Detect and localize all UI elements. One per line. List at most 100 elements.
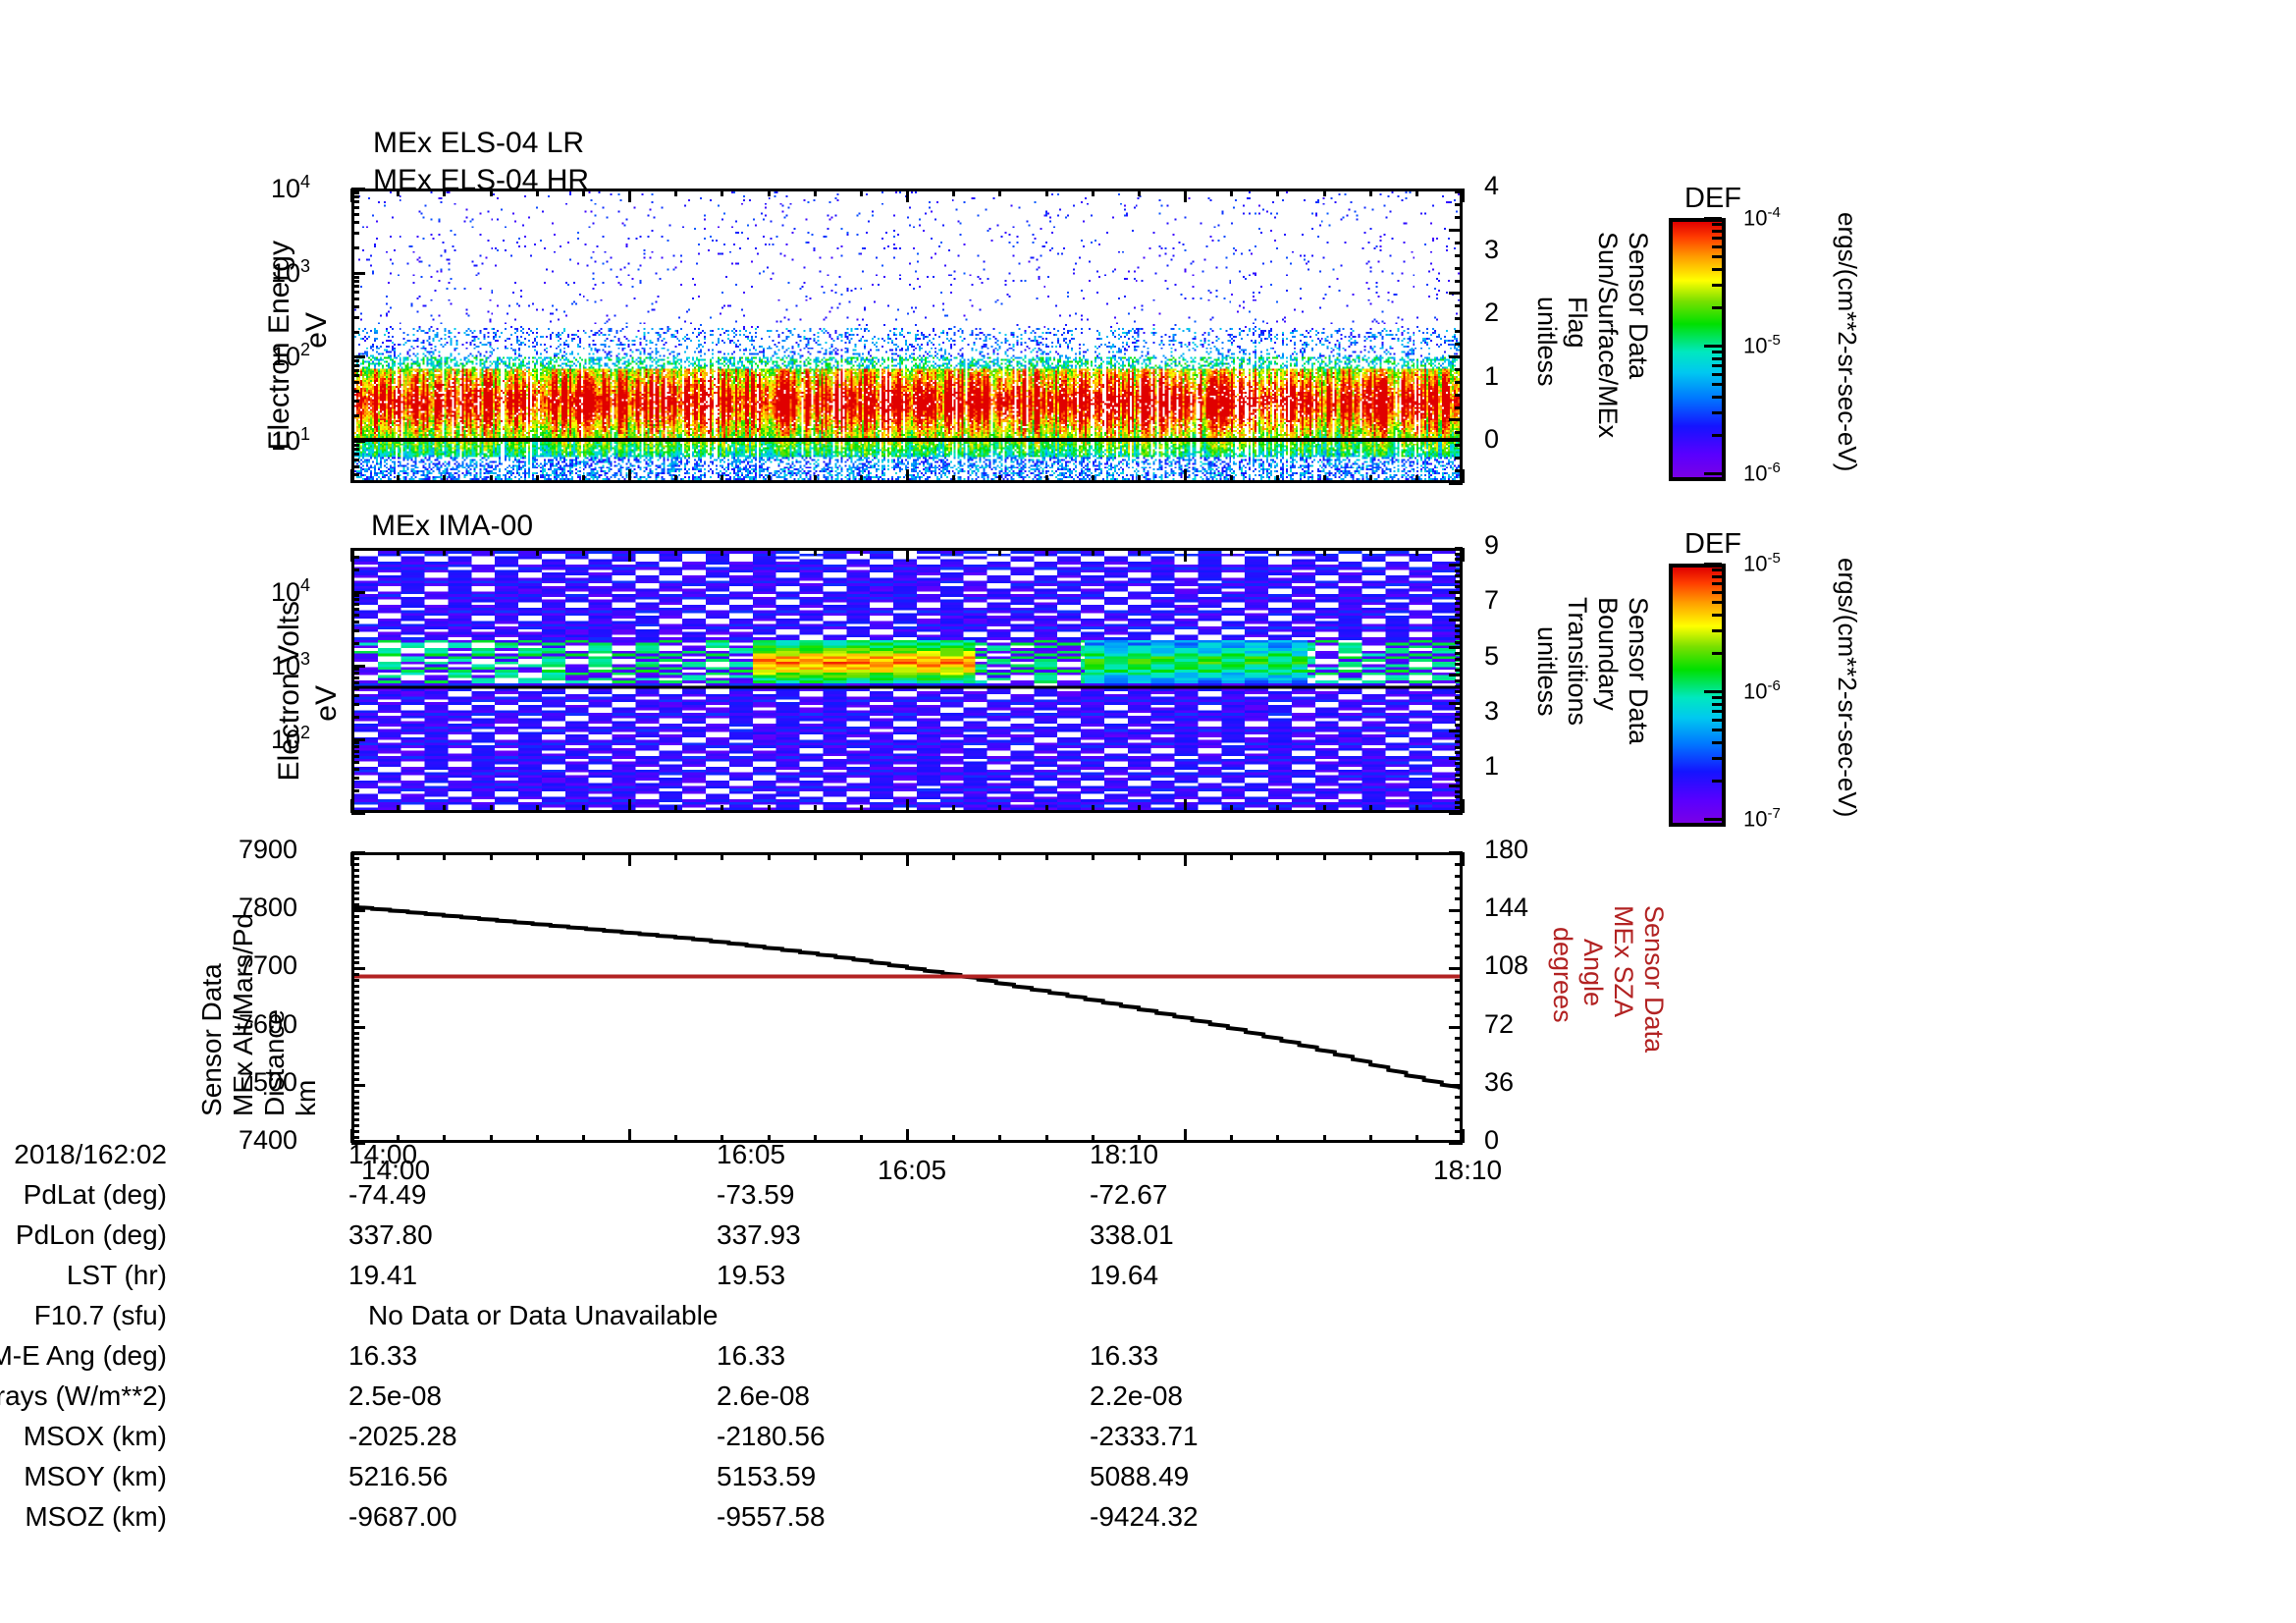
ephemeris-row: MSOZ (km) -9687.00 -9557.58 -9424.32 <box>0 1501 1472 1542</box>
ephemeris-value: 16:05 <box>717 1139 786 1169</box>
panel-els-ytick-1: 101 <box>271 424 311 457</box>
panel-ima-ytick-4: 104 <box>271 575 311 607</box>
ephemeris-label: MSOZ (km) <box>25 1501 167 1532</box>
ephemeris-value: 5216.56 <box>348 1461 449 1491</box>
ephemeris-value: 16.33 <box>717 1340 786 1371</box>
panel-els-right-tick-1: 1 <box>1484 360 1500 391</box>
panel-alt-ytick-7500: 7500 <box>239 1066 298 1097</box>
panel-els-right-tick-4: 4 <box>1484 171 1500 200</box>
ephemeris-value: -74.49 <box>348 1179 427 1210</box>
ephemeris-value: 16.33 <box>348 1340 418 1371</box>
colorbar-1-tick--6: 10-6 <box>1743 460 1781 486</box>
ephemeris-value: 5088.49 <box>1090 1461 1190 1491</box>
panel-ima-title: MEx IMA-00 <box>371 510 534 542</box>
ephemeris-label: F10.7 (sfu) <box>33 1300 167 1330</box>
ephemeris-value: 19.53 <box>717 1260 786 1290</box>
panel-ima-right-tick-1: 1 <box>1484 751 1500 781</box>
ephemeris-label: 2018/162:02 <box>14 1139 167 1169</box>
panel-els-right-ylabel: Sensor Data Sun/Surface/MEx Flag unitles… <box>1532 232 1653 439</box>
panel-alt-right-tick-72: 72 <box>1484 1008 1515 1039</box>
panel-ima-spectrogram <box>354 551 1460 810</box>
ephemeris-label: MSOY (km) <box>24 1461 167 1491</box>
colorbar-1-title: DEF <box>1684 183 1741 214</box>
ephemeris-table: 2018/162:02 14:00 16:05 18:10 PdLat (deg) -74… <box>0 1139 1472 1542</box>
ephemeris-label: PdLat (deg) <box>23 1179 167 1210</box>
ephemeris-row: LST (hr) 19.41 19.53 19.64 <box>0 1260 1472 1300</box>
panel-els-plot[interactable] <box>351 189 1463 483</box>
panel-els-spectrogram <box>354 191 1460 480</box>
panel-ima-right-ylabel: Sensor Data Boundary Transitions unitles… <box>1532 597 1653 745</box>
ephemeris-value: -9557.58 <box>717 1501 826 1532</box>
ephemeris-label: LST (hr) <box>66 1260 167 1290</box>
ephemeris-value: 2.6e-08 <box>717 1380 810 1411</box>
ephemeris-value: 338.01 <box>1090 1219 1174 1250</box>
ephemeris-value: 337.93 <box>717 1219 801 1250</box>
panel-ima-right-tick-7: 7 <box>1484 585 1500 616</box>
colorbar-2-tick--5: 10-5 <box>1743 550 1781 576</box>
panel-alt-ytick-7600: 7600 <box>239 1008 298 1039</box>
ephemeris-value: -2180.56 <box>717 1421 826 1451</box>
panel-alt-ytick-7800: 7800 <box>239 893 298 923</box>
panel-els-ytick-2: 102 <box>271 340 311 372</box>
colorbar-1-units: ergs/(cm**2-sr-sec-eV) <box>1833 212 1862 472</box>
ephemeris-value: -9687.00 <box>348 1501 457 1532</box>
time-tick-16:05: 16:05 <box>878 1155 947 1185</box>
panel-els-right-tick-0: 0 <box>1484 424 1500 455</box>
ephemeris-value: 2.2e-08 <box>1090 1380 1183 1411</box>
ephemeris-row: PdLat (deg) -74.49 -73.59 -72.67 <box>0 1179 1472 1219</box>
ephemeris-span-value: No Data or Data Unavailable <box>368 1300 719 1330</box>
colorbar-2 <box>1669 564 1726 827</box>
panel-ima-right-tick-9: 9 <box>1484 530 1500 560</box>
ephemeris-value: 18:10 <box>1090 1139 1159 1169</box>
colorbar-1-tick--4: 10-4 <box>1743 204 1781 231</box>
panel-alt-right-tick-144: 144 <box>1484 893 1529 923</box>
ephemeris-value: 16.33 <box>1090 1340 1159 1371</box>
ephemeris-value: 14:00 <box>348 1139 418 1169</box>
ephemeris-value: 19.41 <box>348 1260 418 1290</box>
colorbar-2-units: ergs/(cm**2-sr-sec-eV) <box>1833 558 1862 818</box>
ephemeris-label: MSOX (km) <box>23 1421 167 1451</box>
ephemeris-row: M-E Ang (deg) 16.33 16.33 16.33 <box>0 1340 1472 1380</box>
panel-ima-ytick-3: 103 <box>271 649 311 680</box>
panel-alt-right-tick-36: 36 <box>1484 1066 1515 1097</box>
panel-ima-right-tick-3: 3 <box>1484 695 1500 726</box>
colorbar-2-title: DEF <box>1684 528 1741 560</box>
ephemeris-row: MSOY (km) 5216.56 5153.59 5088.49 <box>0 1461 1472 1501</box>
time-tick-14:00: 14:00 <box>361 1155 431 1185</box>
ephemeris-label: M-E Ang (deg) <box>0 1340 167 1371</box>
ephemeris-label: PdLon (deg) <box>15 1219 167 1250</box>
panel-els-right-tick-2: 2 <box>1484 298 1500 328</box>
ephemeris-row: X-rays (W/m**2) 2.5e-08 2.6e-08 2.2e-08 <box>0 1380 1472 1421</box>
colorbar-2-tick--7: 10-7 <box>1743 805 1781 832</box>
panel-alt-right-ylabel: Sensor Data MEx SZA Angle degrees <box>1548 905 1669 1054</box>
ephemeris-value: -9424.32 <box>1090 1501 1199 1532</box>
ephemeris-label: X-rays (W/m**2) <box>0 1380 167 1411</box>
panel-alt-line-chart <box>354 905 1460 1090</box>
ephemeris-row: MSOX (km) -2025.28 -2180.56 -2333.71 <box>0 1421 1472 1461</box>
panel-els-title-lr: MEx ELS-04 LR <box>373 126 584 160</box>
panel-alt-ytick-7700: 7700 <box>239 950 298 981</box>
panel-ima-plot[interactable] <box>351 548 1463 813</box>
alt-distance-line <box>354 905 1460 1090</box>
panel-els-title-lr-text: MEx ELS-04 LR <box>373 127 585 159</box>
colorbar-2-tick--6: 10-6 <box>1743 677 1781 704</box>
time-tick-18:10: 18:10 <box>1433 1155 1503 1185</box>
panel-alt-ytick-7400: 7400 <box>239 1125 298 1155</box>
panel-alt-plot[interactable] <box>351 852 1463 1143</box>
panel-alt-right-tick-108: 108 <box>1484 950 1529 981</box>
ephemeris-row: 2018/162:02 14:00 16:05 18:10 <box>0 1139 1472 1179</box>
panel-els-right-tick-3: 3 <box>1484 234 1500 264</box>
panel-alt-ytick-7900: 7900 <box>239 835 298 864</box>
ephemeris-value: 337.80 <box>348 1219 433 1250</box>
panel-els-ytick-3: 103 <box>271 255 311 288</box>
ephemeris-value: -72.67 <box>1090 1179 1168 1210</box>
ephemeris-value: -2333.71 <box>1090 1421 1199 1451</box>
panel-alt-right-tick-180: 180 <box>1484 835 1529 864</box>
ephemeris-row: PdLon (deg) 337.80 337.93 338.01 <box>0 1219 1472 1260</box>
ephemeris-value: 5153.59 <box>717 1461 817 1491</box>
panel-alt-right-tick-0: 0 <box>1484 1125 1500 1155</box>
panel-ima-ytick-2: 102 <box>271 723 311 754</box>
panel-ima-right-tick-5: 5 <box>1484 640 1500 671</box>
panel-els-ytick-4: 104 <box>271 172 311 203</box>
ephemeris-value: -2025.28 <box>348 1421 457 1451</box>
